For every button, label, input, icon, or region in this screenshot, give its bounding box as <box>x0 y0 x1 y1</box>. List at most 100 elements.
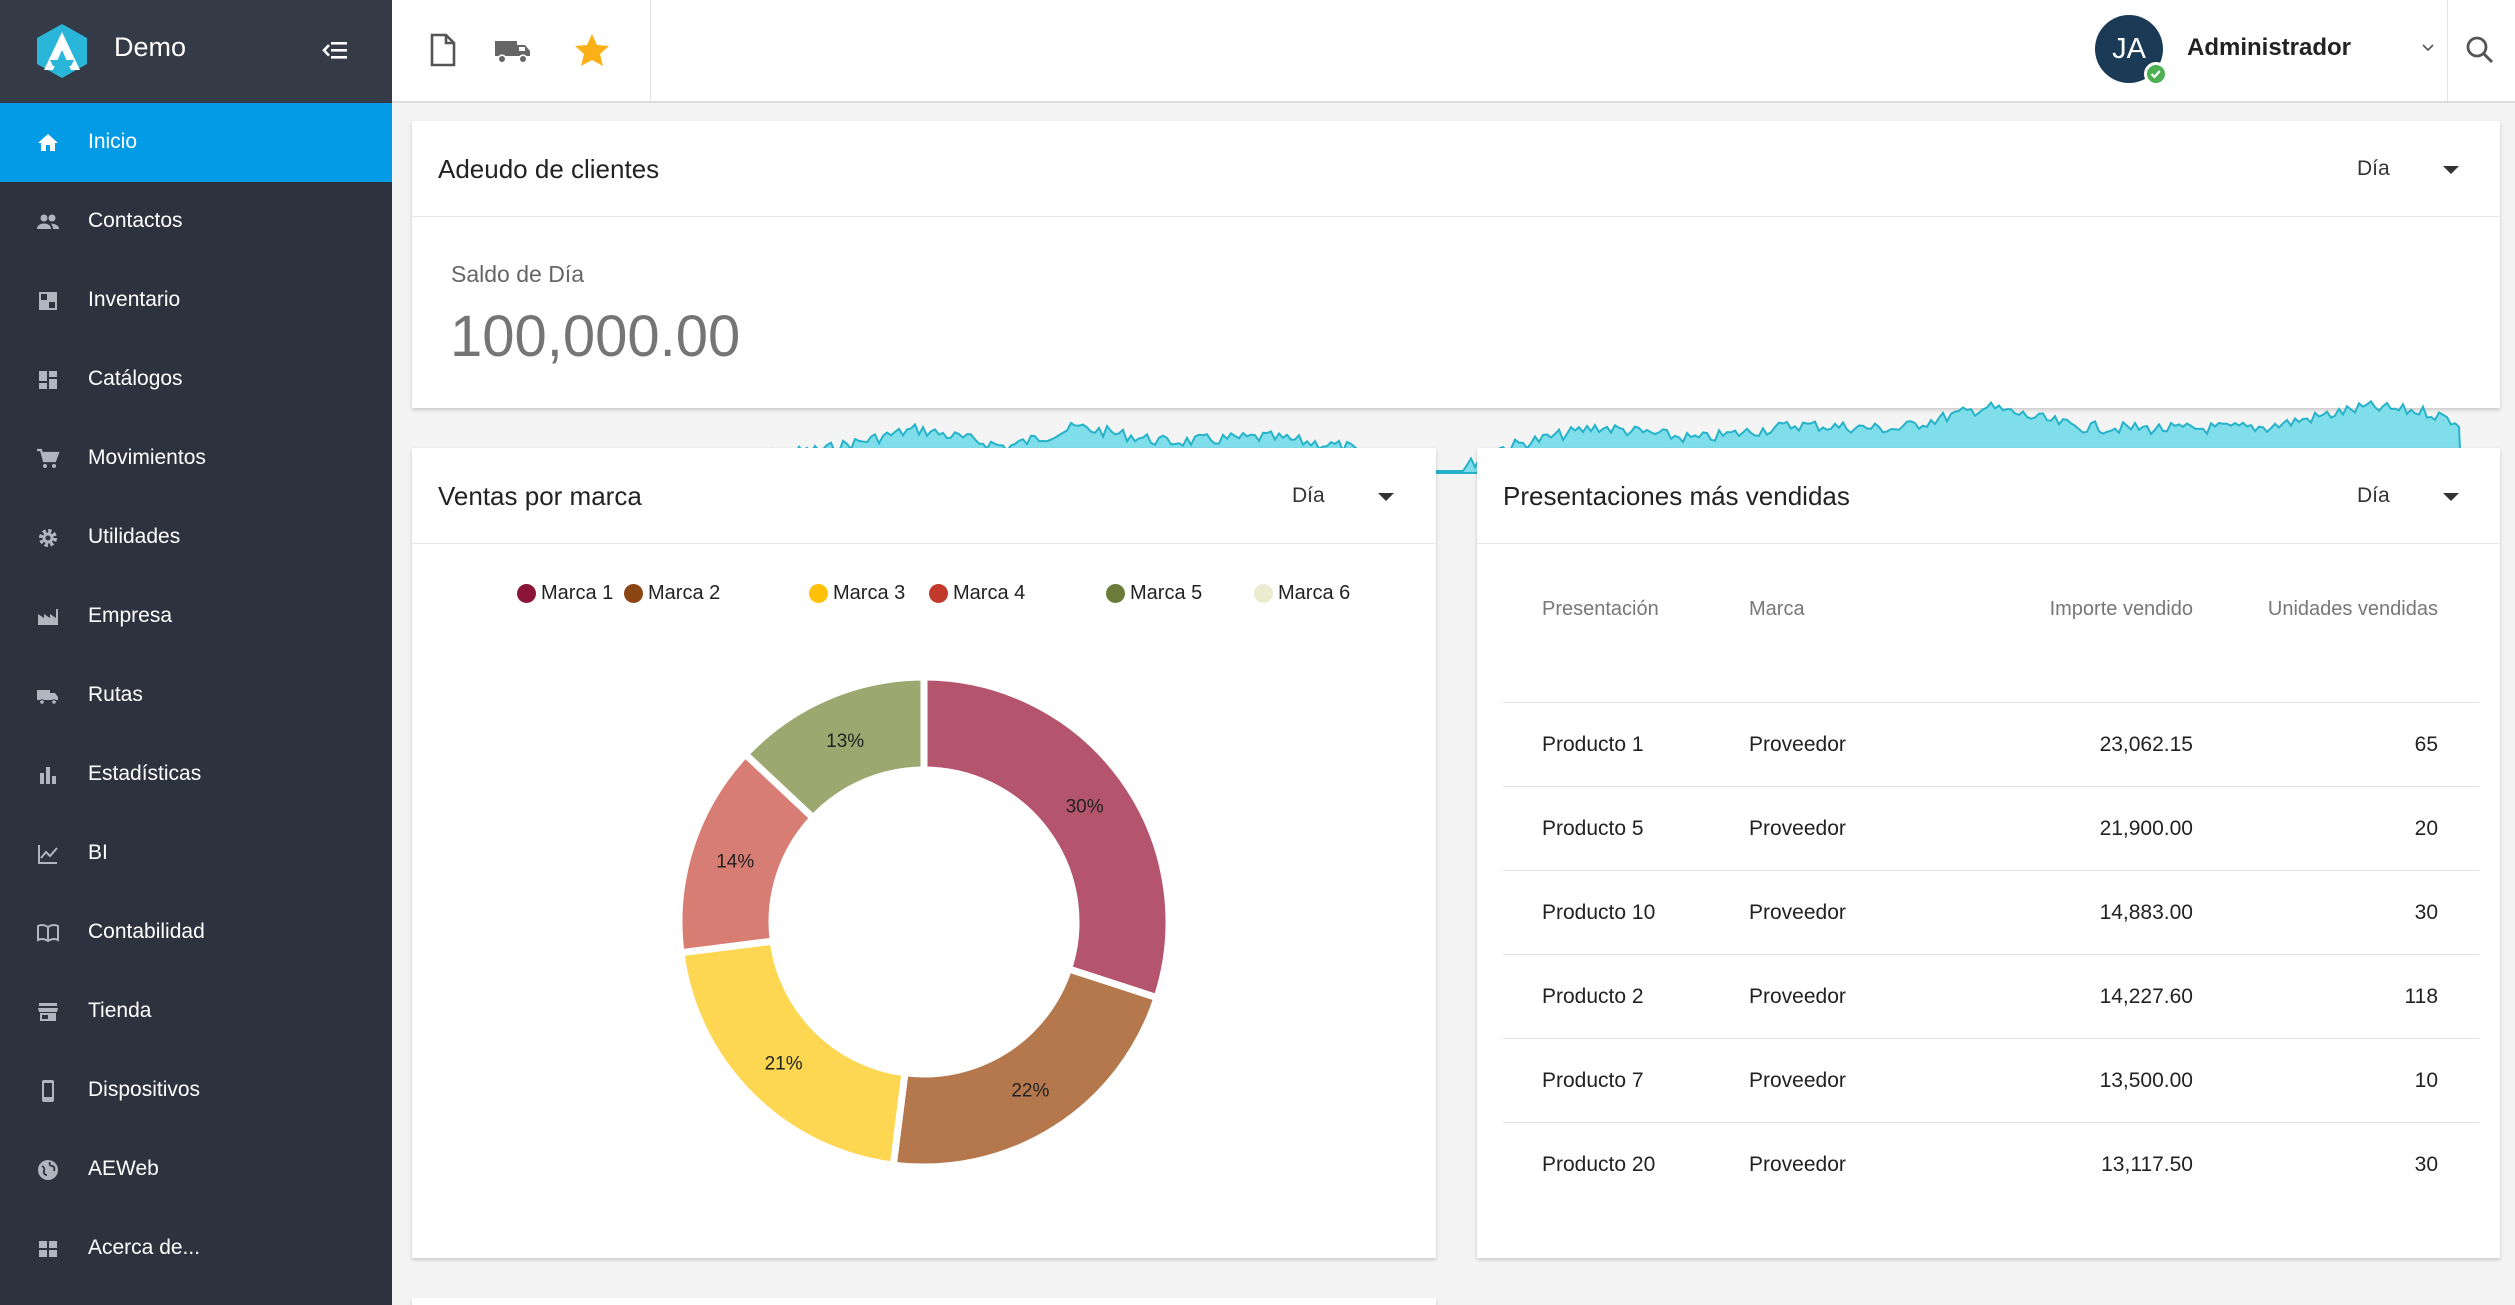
donut-slice[interactable] <box>740 673 928 823</box>
table-row[interactable]: Producto 1 Proveedor 23,062.15 65 <box>1503 702 2479 786</box>
sidebar-item-utilidades[interactable]: Utilidades <box>0 498 392 577</box>
chevron-down-icon[interactable] <box>2420 40 2436 56</box>
legend-label: Marca 4 <box>953 582 1026 604</box>
balance-value: 100,000.00 <box>450 304 741 369</box>
sidebar-item-label: Estadísticas <box>88 762 202 785</box>
app-name: Demo <box>114 32 187 62</box>
line-chart-icon <box>38 845 58 864</box>
sidebar-item-label: Movimientos <box>88 446 206 469</box>
slice-label: 22% <box>1011 1081 1049 1102</box>
gear-icon <box>39 529 57 547</box>
factory-icon <box>38 609 58 625</box>
home-icon <box>38 134 58 151</box>
table-cell: Proveedor <box>1749 1153 1846 1176</box>
table-row[interactable]: Producto 2 Proveedor 14,227.60 118 <box>1503 954 2479 1038</box>
user-name[interactable]: Administrador <box>2187 34 2352 61</box>
donut-slice[interactable] <box>889 964 1162 1171</box>
topbar: JA Administrador <box>392 0 2515 103</box>
period-value: Día <box>1292 484 1325 507</box>
sidebar-item-inventario[interactable]: Inventario <box>0 261 392 340</box>
sidebar-item-acerca[interactable]: Acerca de... <box>0 1209 392 1288</box>
table-cell: Proveedor <box>1749 985 1846 1008</box>
table-cell: 13,117.50 <box>2101 1153 2193 1176</box>
period-select[interactable]: Día <box>2357 478 2467 514</box>
sales-by-brand-card: Ventas por marca Día Marca 1 Marca 2 Marca… <box>412 448 1436 1258</box>
table-row[interactable]: Producto 20 Proveedor 13,117.50 30 <box>1503 1122 2479 1206</box>
sidebar-item-empresa[interactable]: Empresa <box>0 577 392 656</box>
sidebar-item-contabilidad[interactable]: Contabilidad <box>0 893 392 972</box>
sidebar-item-label: BI <box>88 841 108 864</box>
legend-label: Marca 5 <box>1130 582 1203 604</box>
legend-item[interactable]: Marca 2 <box>624 582 720 605</box>
slice-label: 21% <box>765 1053 803 1074</box>
truck-icon[interactable] <box>492 30 532 70</box>
sidebar-item-label: Empresa <box>88 604 173 627</box>
column-header[interactable]: Unidades vendidas <box>2267 598 2438 620</box>
sidebar-item-dispositivos[interactable]: Dispositivos <box>0 1051 392 1130</box>
brand-donut-chart: 30% 22% 21% 14% 13% <box>675 673 1173 1171</box>
legend-item[interactable]: Marca 3 <box>809 582 905 605</box>
star-icon[interactable] <box>572 30 612 70</box>
topbar-divider <box>650 0 651 101</box>
legend-item[interactable]: Marca 5 <box>1106 582 1202 605</box>
legend-item[interactable]: Marca 6 <box>1254 582 1350 605</box>
period-select[interactable]: Día <box>2357 151 2467 187</box>
caret-down-icon <box>1378 493 1394 501</box>
sidebar-item-contactos[interactable]: Contactos <box>0 182 392 261</box>
people-icon <box>37 214 59 229</box>
catalog-icon <box>39 371 57 389</box>
sidebar-item-aeweb[interactable]: AEWeb <box>0 1130 392 1209</box>
table-cell: 14,883.00 <box>2099 901 2193 924</box>
table-cell: 23,062.15 <box>2099 733 2193 756</box>
legend-item[interactable]: Marca 4 <box>929 582 1025 605</box>
cart-icon <box>37 448 60 468</box>
sidebar-item-bi[interactable]: BI <box>0 814 392 893</box>
debt-card: Adeudo de clientes Día Saldo de Día 100,… <box>412 121 2500 474</box>
table-cell: 20 <box>2414 817 2438 840</box>
search-icon[interactable] <box>2447 30 2515 70</box>
table-row[interactable]: Producto 5 Proveedor 21,900.00 20 <box>1503 786 2479 870</box>
balance-label: Saldo de Día <box>451 261 584 287</box>
period-value: Día <box>2357 157 2390 180</box>
table-cell: 10 <box>2414 1069 2438 1092</box>
legend-swatch <box>1254 584 1273 603</box>
donut-slice[interactable] <box>920 673 1173 1003</box>
document-icon[interactable] <box>422 30 462 70</box>
phone-icon <box>42 1080 54 1102</box>
store-icon <box>38 1003 58 1021</box>
sidebar-item-label: Acerca de... <box>88 1236 201 1259</box>
chart-legend: Marca 1 Marca 2 Marca 3 Marca 4 Marca 5 Marca… <box>412 582 1436 612</box>
donut-slice[interactable] <box>677 937 909 1169</box>
period-value: Día <box>2357 484 2390 507</box>
sidebar-item-estadisticas[interactable]: Estadísticas <box>0 735 392 814</box>
table-cell: Producto 5 <box>1542 817 1644 840</box>
card-title: Presentaciones más vendidas <box>1503 481 1850 511</box>
table-row[interactable]: Producto 7 Proveedor 13,500.00 10 <box>1503 1038 2479 1122</box>
sidebar-item-inicio[interactable]: Inicio <box>0 103 392 182</box>
caret-down-icon <box>2443 166 2459 174</box>
collapse-menu-icon[interactable] <box>320 34 352 66</box>
sidebar-nav: Inicio Contactos Inventario Catálogos Mo… <box>0 103 392 1288</box>
sidebar-item-label: Dispositivos <box>88 1078 201 1101</box>
table-cell: Producto 2 <box>1542 985 1644 1008</box>
grid-icon <box>39 1241 57 1257</box>
column-header[interactable]: Marca <box>1749 598 1805 620</box>
topbar-divider <box>2447 0 2448 101</box>
sidebar: Demo Inicio Contactos Inventario Catálog… <box>0 0 392 1305</box>
caret-down-icon <box>2443 493 2459 501</box>
avatar-initials: JA <box>2112 32 2146 65</box>
column-header[interactable]: Presentación <box>1542 598 1659 620</box>
legend-item[interactable]: Marca 1 <box>517 582 613 605</box>
column-header[interactable]: Importe vendido <box>2049 598 2193 620</box>
sidebar-item-movimientos[interactable]: Movimientos <box>0 419 392 498</box>
sidebar-item-rutas[interactable]: Rutas <box>0 656 392 735</box>
table-cell: Proveedor <box>1749 733 1846 756</box>
period-select[interactable]: Día <box>1292 478 1402 514</box>
sidebar-item-tienda[interactable]: Tienda <box>0 972 392 1051</box>
table-cell: 65 <box>2414 733 2438 756</box>
next-card <box>412 1298 1436 1305</box>
slice-label: 14% <box>716 852 754 873</box>
sidebar-item-catalogos[interactable]: Catálogos <box>0 340 392 419</box>
table-row[interactable]: Producto 10 Proveedor 14,883.00 30 <box>1503 870 2479 954</box>
sidebar-item-label: AEWeb <box>88 1157 159 1180</box>
